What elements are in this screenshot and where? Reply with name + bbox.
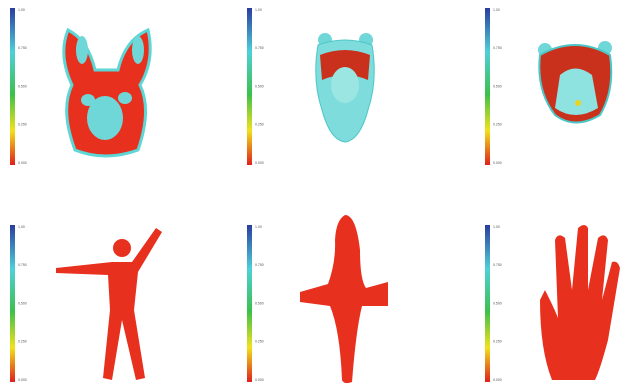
bear-head: [538, 41, 612, 123]
colorbar: [485, 8, 490, 165]
bunny-head: [64, 30, 150, 156]
human-figure: [56, 228, 162, 380]
colorbar-tick-label: 1.00: [255, 8, 262, 12]
colorbar-tick-label: 0.000: [493, 161, 502, 165]
colorbar-tick-label: 0.000: [18, 378, 27, 382]
colorbar: [247, 225, 252, 382]
colorbar-tick-label: 0.250: [255, 123, 264, 127]
colorbar-tick-label: 0.250: [18, 123, 27, 127]
colorbar-tick-label: 0.750: [493, 263, 502, 267]
colorbar-tick-label: 0.250: [18, 340, 27, 344]
colorbar-tick-label: 0.250: [493, 340, 502, 344]
colorbar-tick-label: 1.00: [493, 8, 500, 12]
colorbar-tick-label: 0.500: [255, 84, 264, 88]
colorbar: [485, 225, 490, 382]
bird: [300, 215, 388, 383]
colorbar-tick-label: 0.500: [493, 84, 502, 88]
colorbar-tick-label: 1.00: [255, 225, 262, 229]
colorbar-tick-label: 0.500: [18, 301, 27, 305]
bear-head: [316, 33, 375, 142]
colorbar-tick-label: 0.000: [255, 161, 264, 165]
colorbar-tick-label: 0.000: [255, 378, 264, 382]
colorbar: [10, 225, 15, 382]
colorbar-tick-label: 1.00: [18, 8, 25, 12]
colorbar-tick-label: 0.250: [255, 340, 264, 344]
colorbar-tick-label: 0.750: [18, 263, 27, 267]
colorbar-tick-label: 0.250: [493, 123, 502, 127]
colorbar-tick-label: 0.500: [255, 301, 264, 305]
colorbar: [247, 8, 252, 165]
colorbar-tick-label: 1.00: [493, 225, 500, 229]
colorbar-tick-label: 0.750: [493, 46, 502, 50]
hand: [540, 225, 620, 380]
colorbar-tick-label: 0.000: [18, 161, 27, 165]
figure: 1.00 0.750 0.500 0.250 0.000 1.00 0.750 0.500 0.…: [0, 0, 623, 387]
colorbar-tick-label: 0.750: [255, 46, 264, 50]
colorbar-tick-label: 0.500: [18, 84, 27, 88]
colorbar-tick-label: 0.750: [255, 263, 264, 267]
colorbar-tick-label: 0.000: [493, 378, 502, 382]
colorbar-tick-label: 0.500: [493, 301, 502, 305]
colorbar: [10, 8, 15, 165]
colorbar-tick-label: 1.00: [18, 225, 25, 229]
colorbar-tick-label: 0.750: [18, 46, 27, 50]
